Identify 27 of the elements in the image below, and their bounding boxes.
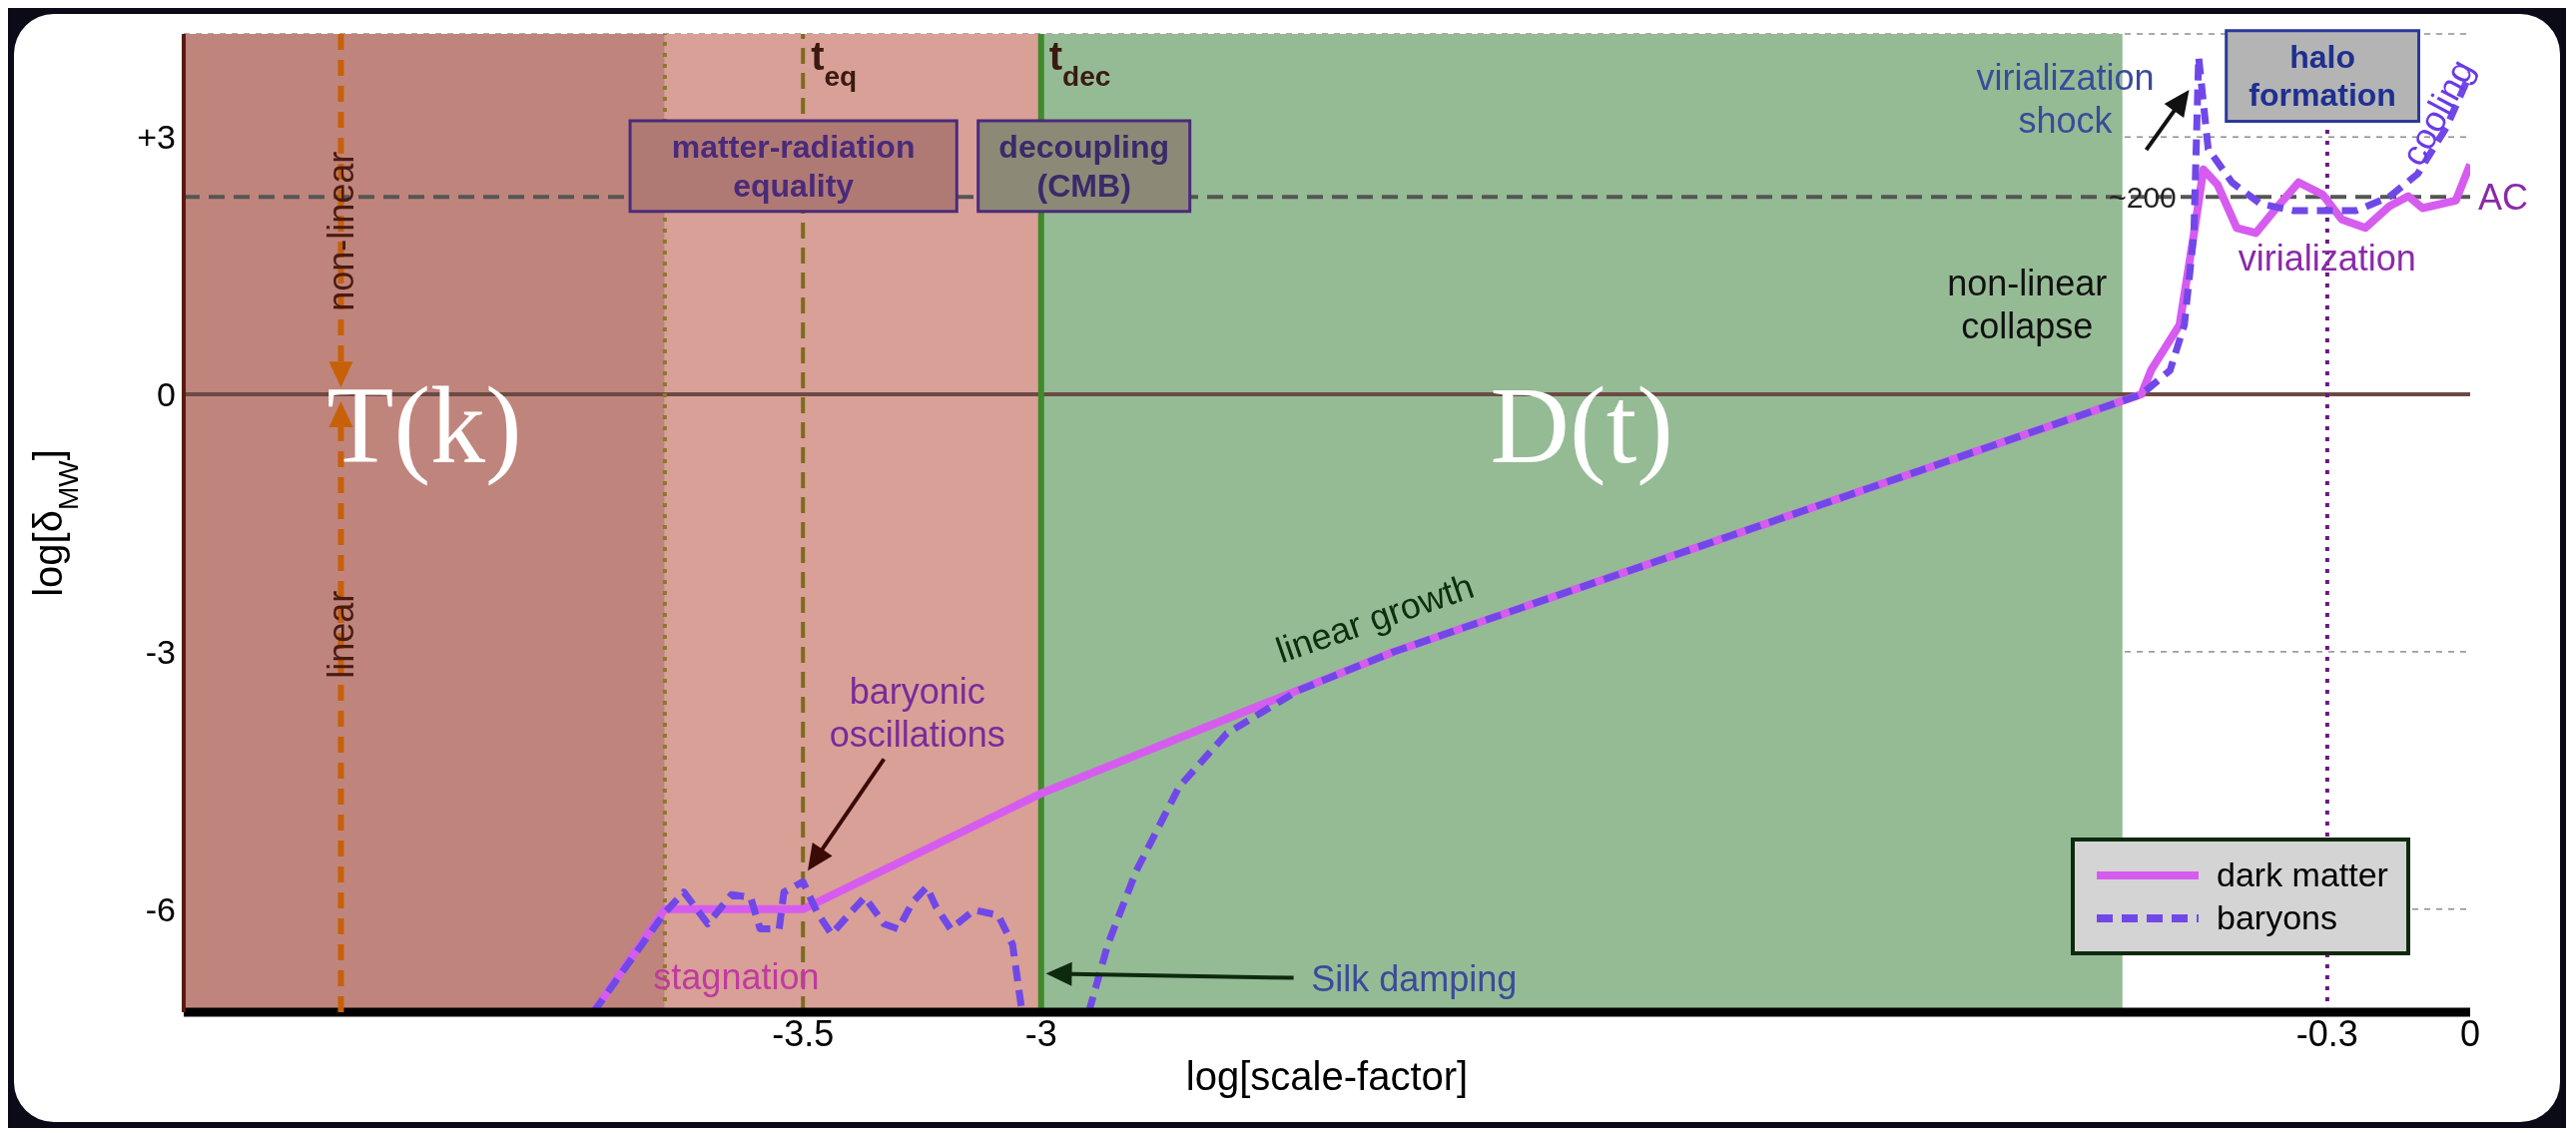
annotation: non-linear (320, 151, 361, 311)
y-tick-label: -6 (145, 889, 176, 928)
y-tick-label: +3 (137, 118, 176, 157)
x-tick-label: -0.3 (2295, 1012, 2358, 1054)
annotation: halo formation (2249, 38, 2396, 114)
annotation: baryonic oscillations (829, 670, 1005, 755)
legend-label: baryons (2217, 898, 2337, 937)
x-tick-label: -3.5 (772, 1012, 835, 1054)
ref-line-label: t$_{dec}$ (1048, 34, 1111, 92)
x-axis-title: log[scale-factor] (1185, 1054, 1469, 1098)
ref-line-label: t$_{eq}$ (811, 34, 858, 92)
annotation: matter-radiation equality (671, 129, 916, 204)
y-tick-label: -3 (145, 633, 176, 672)
band-label: T(k) (326, 364, 522, 486)
annotation: Silk damping (1311, 957, 1518, 999)
annotation: non-linear collapse (1947, 262, 2108, 346)
annotation: linear growth (1270, 564, 1479, 671)
x-tick-label: 0 (2459, 1012, 2481, 1054)
text: AC (2478, 176, 2529, 218)
x-tick-label: -3 (1024, 1012, 1057, 1054)
annotation: virialization (2238, 237, 2416, 279)
annotation: linear (320, 590, 361, 679)
legend-label: dark matter (2217, 855, 2388, 894)
y-tick-label: 0 (157, 375, 176, 414)
annotation: stagnation (653, 955, 820, 997)
annotation: decoupling (CMB) (998, 129, 1170, 204)
band-label: D(t) (1490, 364, 1673, 486)
